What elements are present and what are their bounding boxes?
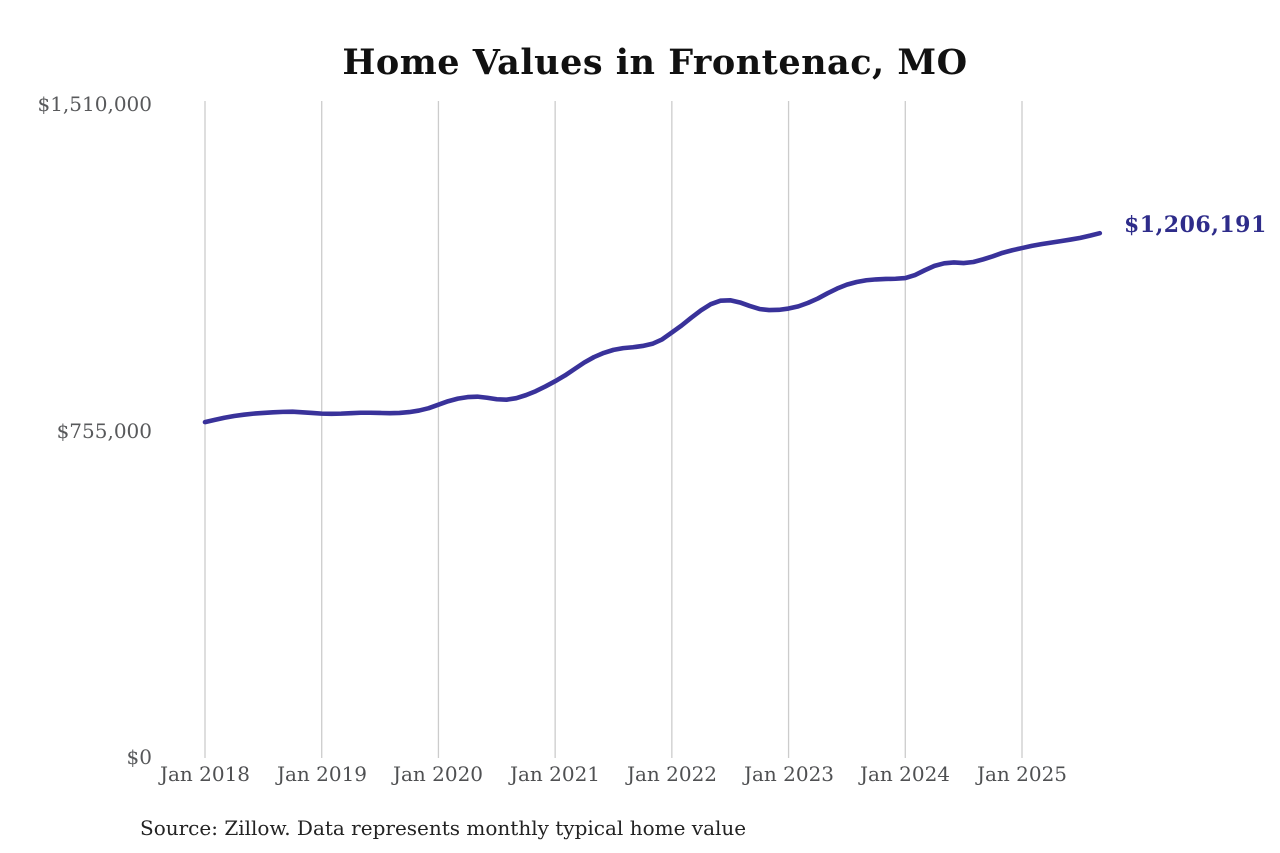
- latest-value-label: $1,206,191: [1124, 212, 1267, 238]
- source-note: Source: Zillow. Data represents monthly …: [140, 816, 747, 840]
- price-line: [202, 230, 1103, 425]
- x-axis-tick-2018: Jan 2018: [159, 762, 251, 786]
- chart-title: Home Values in Frontenac, MO: [342, 42, 968, 83]
- x-axis-tick-2025: Jan 2025: [976, 762, 1068, 786]
- y-axis-tick-middle: $755,000: [56, 419, 152, 443]
- x-axis-tick-2023: Jan 2023: [743, 762, 835, 786]
- x-axis-tick-2020: Jan 2020: [392, 762, 484, 786]
- x-axis-tick-2022: Jan 2022: [626, 762, 718, 786]
- x-axis-tick-2019: Jan 2019: [276, 762, 368, 786]
- x-axis-tick-2021: Jan 2021: [509, 762, 601, 786]
- y-axis-tick-top: $1,510,000: [37, 92, 152, 116]
- gridlines: [204, 101, 1023, 758]
- x-axis-tick-2024: Jan 2024: [859, 762, 951, 786]
- y-axis-tick-zero: $0: [126, 745, 152, 769]
